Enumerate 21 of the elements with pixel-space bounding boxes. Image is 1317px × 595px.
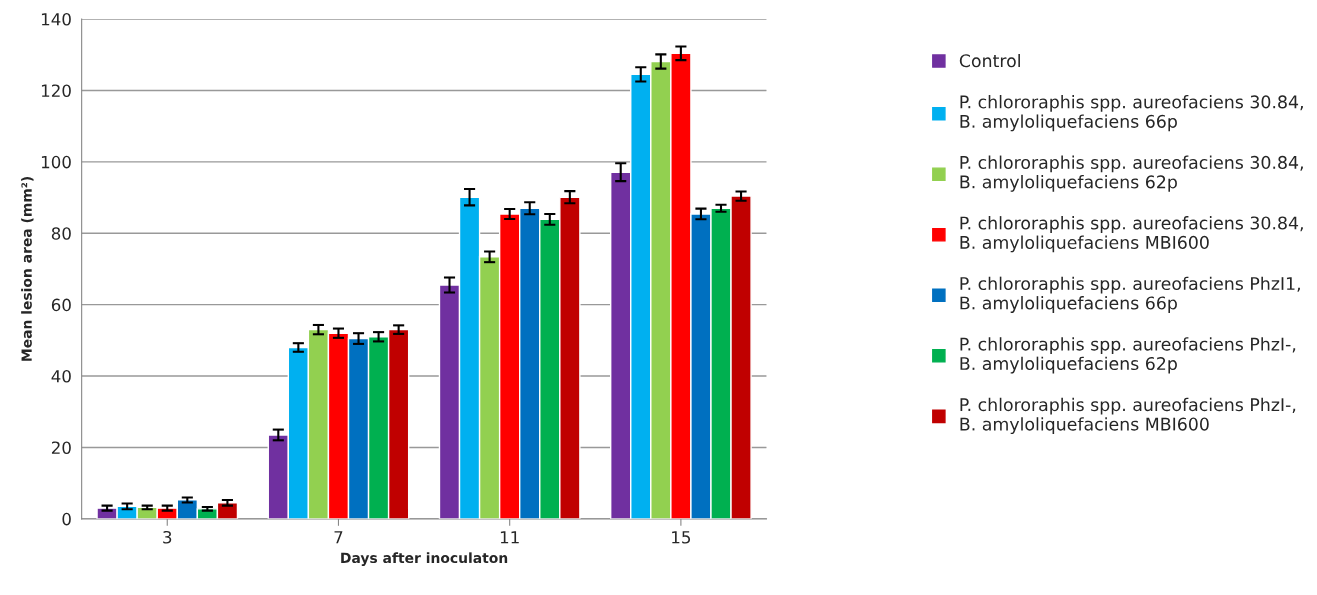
x-tick-label: 3 [163,530,172,544]
legend-label: Control [959,53,1020,68]
legend-label: P. chlororaphis spp. aureofaciens 30.84, B. amyloliquefaciens MBI600 [960,216,1303,253]
legend-label: P. chlororaphis spp. aureofaciens PhzI-, B. amyloliquefaciens MBI600 [960,397,1296,434]
x-tick-label: 11 [500,531,519,544]
y-tick-label: 0 [62,512,71,526]
y-tick-label: 100 [41,155,71,169]
y-tick-label: 120 [41,84,71,98]
x-tick-label: 7 [334,531,343,544]
y-tick-label: 20 [51,441,71,455]
legend-label: P. chlororaphis spp. aureofaciens 30.84, B. amyloliquefaciens 66p [960,95,1303,132]
legend-label: P. chlororaphis spp. aureofaciens PhzI-, B. amyloliquefaciens 62p [960,337,1296,374]
x-tick-label: 15 [672,531,691,544]
legend-label: P. chlororaphis spp. aureofaciens PhzI1, B. amyloliquefaciens 66p [960,276,1300,313]
y-tick-label: 140 [41,13,71,26]
y-tick-label: 40 [51,370,71,383]
y-tick-label: 80 [51,227,71,240]
y-tick-label: 60 [51,298,71,312]
y-axis-title: Mean lesion area (mm²) [21,176,34,361]
x-axis-title: Days after inoculaton [341,552,508,566]
legend-label: P. chlororaphis spp. aureofaciens 30.84, B. amyloliquefaciens 62p [960,155,1303,192]
